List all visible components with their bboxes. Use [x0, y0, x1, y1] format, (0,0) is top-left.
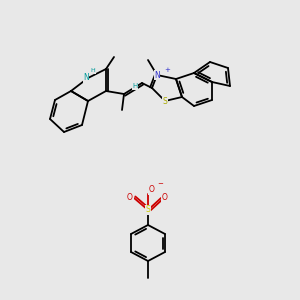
Text: N: N	[83, 74, 89, 82]
Text: O: O	[149, 185, 155, 194]
Text: H: H	[91, 68, 95, 74]
Text: H: H	[132, 83, 138, 89]
Text: S: S	[163, 98, 167, 106]
Text: +: +	[164, 67, 170, 73]
Text: O: O	[162, 194, 168, 202]
Text: O: O	[127, 194, 133, 202]
Text: N: N	[154, 70, 160, 80]
Text: S: S	[146, 206, 150, 214]
Text: −: −	[157, 181, 163, 187]
